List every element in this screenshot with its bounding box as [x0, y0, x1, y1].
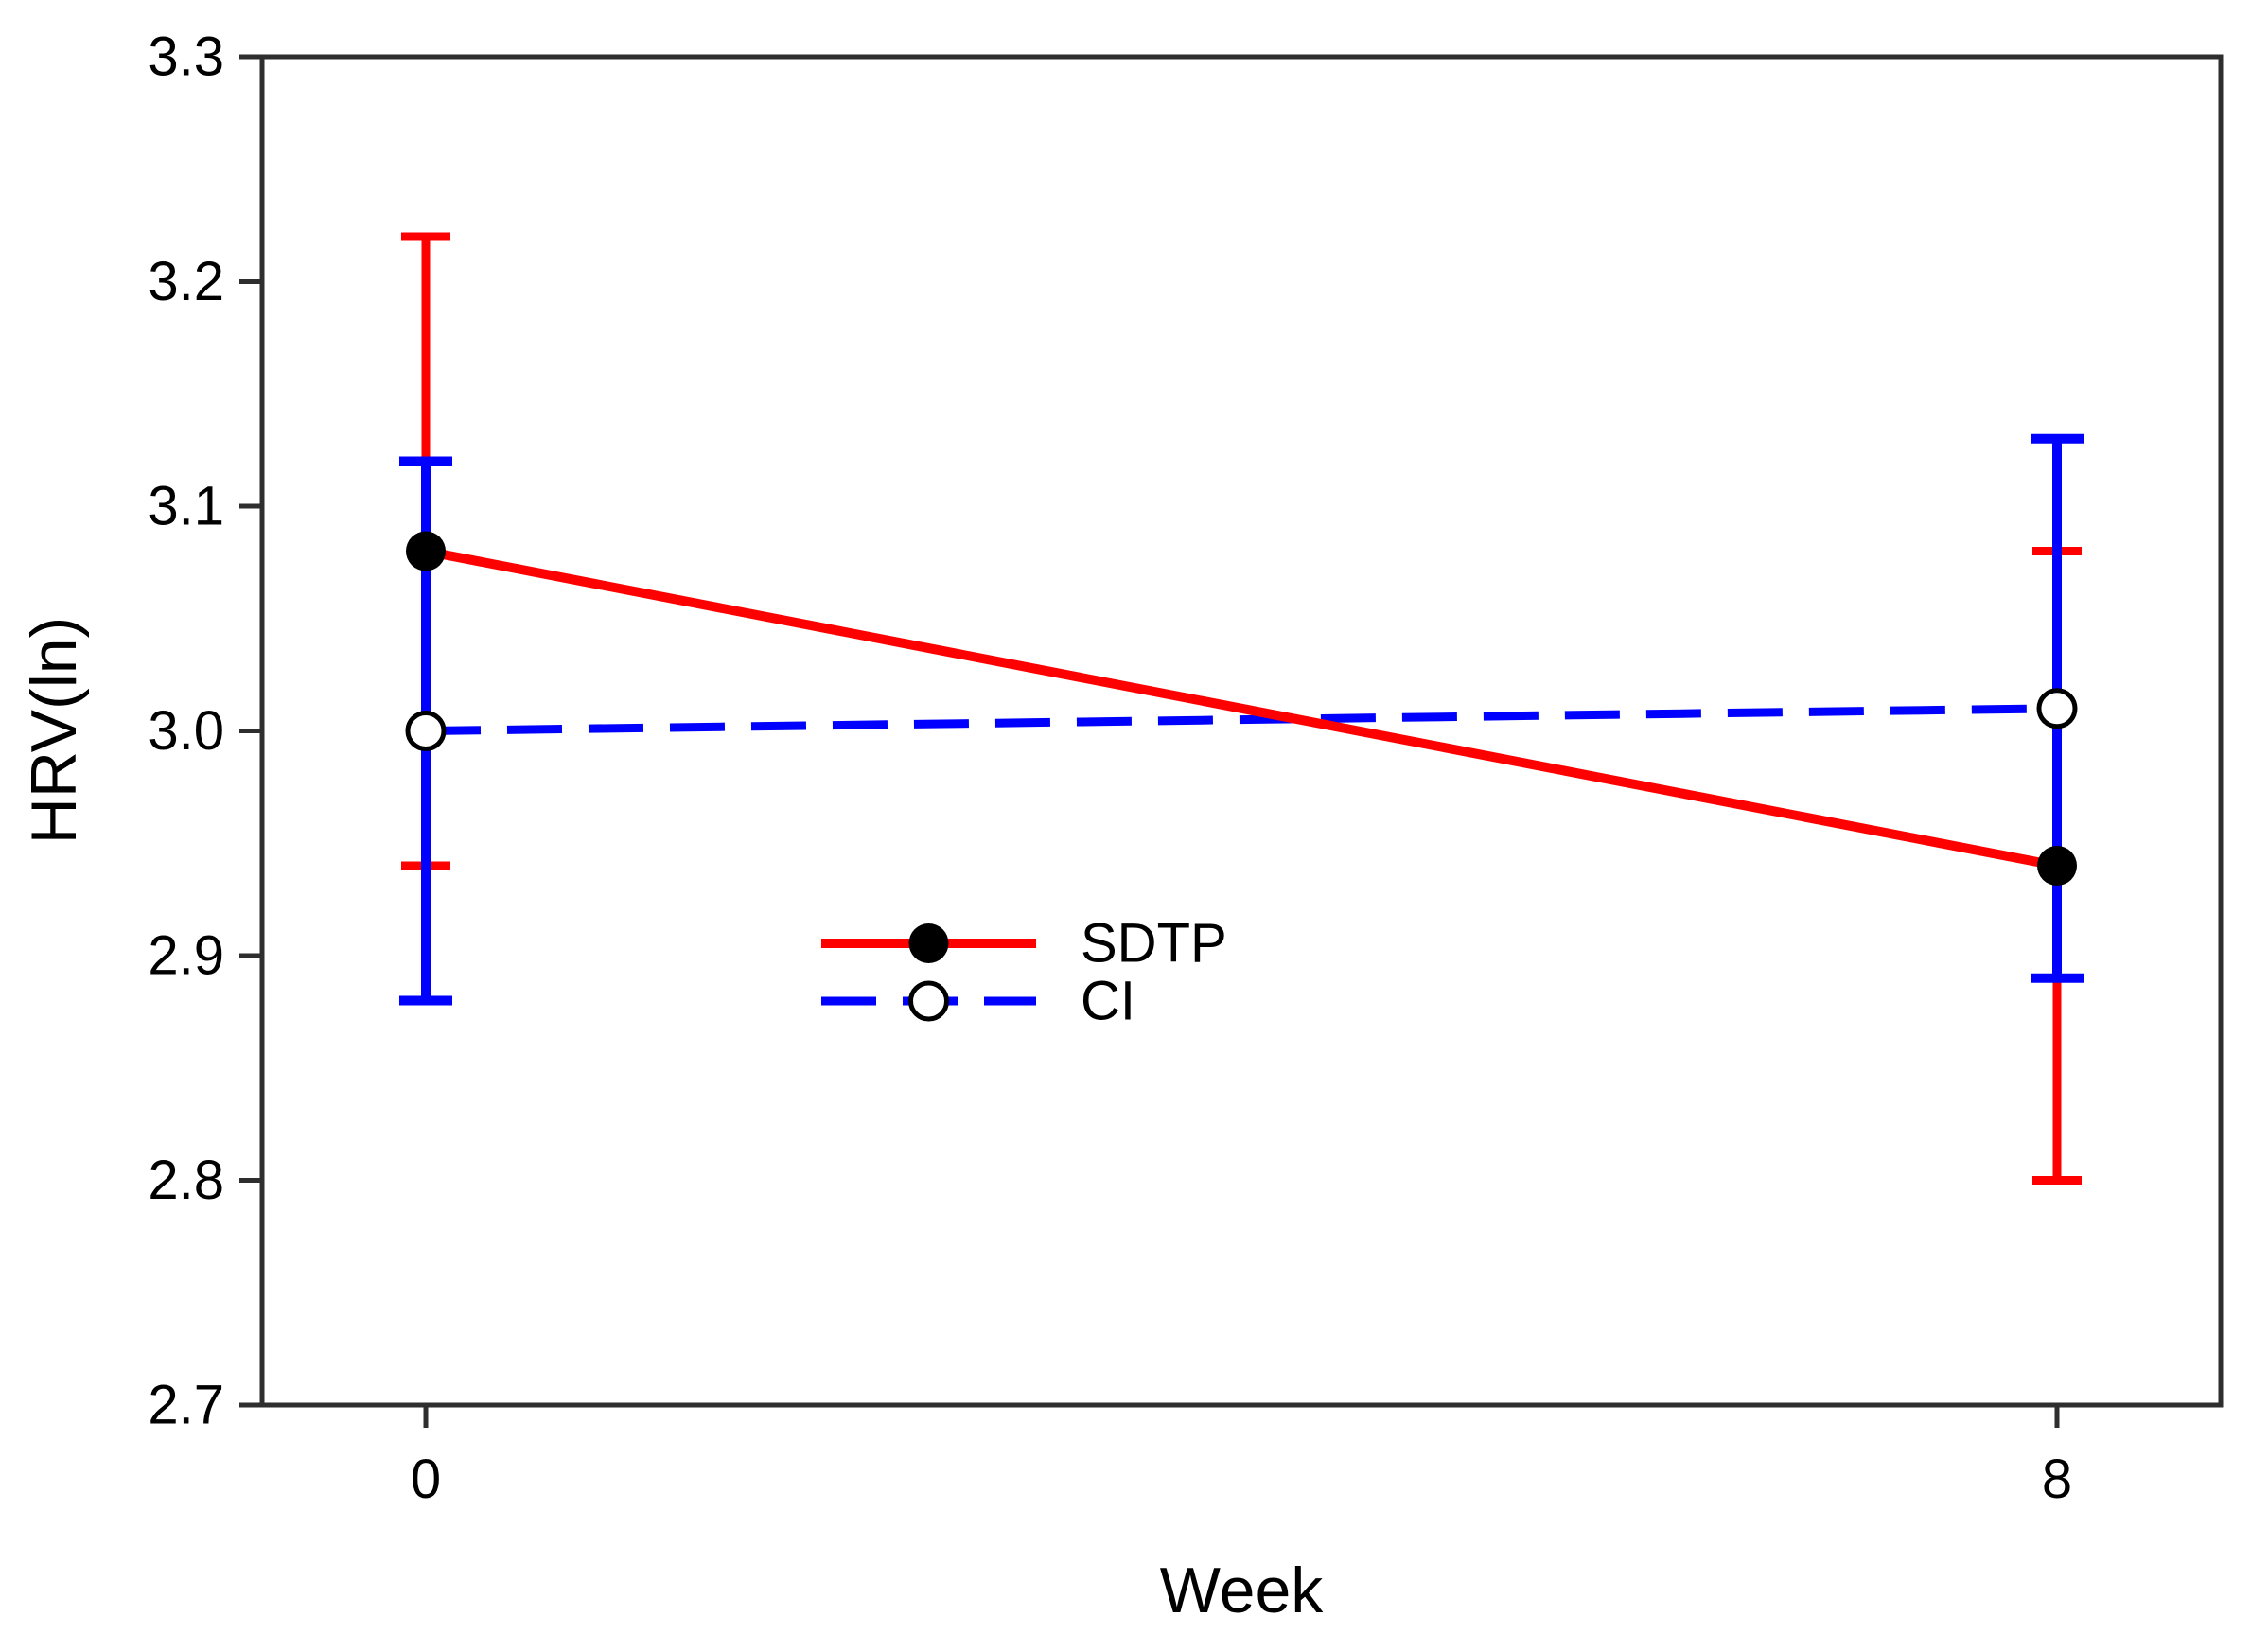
x-axis-title: Week — [1160, 1555, 1325, 1626]
data-series — [399, 232, 2084, 1185]
legend-marker-sdtp — [908, 923, 949, 963]
x-tick-label: 0 — [411, 1449, 441, 1510]
legend-label-ci: CI — [1081, 971, 1135, 1032]
legend-label-sdtp: SDTP — [1081, 913, 1227, 975]
x-tick-label: 8 — [2042, 1449, 2072, 1510]
y-tick-label: 3.2 — [148, 251, 224, 312]
sdtp-marker — [406, 531, 446, 571]
sdtp-marker — [2037, 846, 2077, 886]
sdtp-line — [425, 546, 2058, 870]
ci-marker — [2036, 688, 2078, 729]
data-markers — [405, 531, 2078, 886]
ci-line — [425, 704, 2058, 735]
y-tick-label: 3.1 — [148, 476, 224, 537]
y-tick-label: 2.8 — [148, 1150, 224, 1211]
y-tick-label: 2.7 — [148, 1375, 224, 1436]
y-tick-label: 3.0 — [148, 700, 224, 762]
y-axis-ticks: 3.3 3.2 3.1 3.0 2.9 2.8 2.7 — [148, 26, 262, 1436]
y-tick-label: 3.3 — [148, 26, 224, 88]
legend-marker-ci — [908, 980, 949, 1022]
ci-marker — [405, 711, 447, 751]
y-tick-label: 2.9 — [148, 925, 224, 987]
y-axis-title: HRV(ln) — [18, 617, 90, 845]
